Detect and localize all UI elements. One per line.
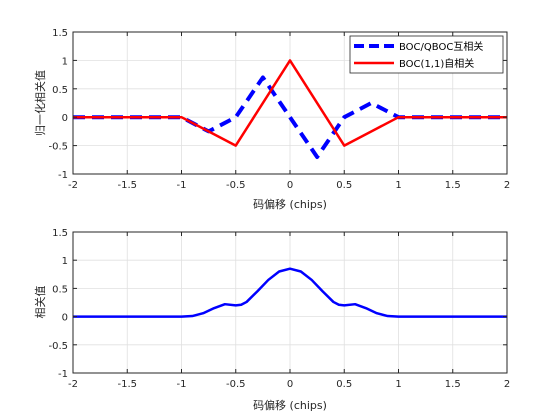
axes-top: -2 -1.5 -1 -0.5 0 0.5 1 1.5 2 -1 -0.5 0 0.5 1 1.5 码偏移 …	[33, 28, 510, 211]
y-tick-label: -1	[58, 369, 68, 380]
series-line-top-0	[73, 75, 507, 159]
series-group-top	[73, 59, 507, 159]
ticks-bottom	[72, 231, 508, 374]
y-tick-label: 1	[62, 56, 68, 67]
x-tick-label: 0	[287, 180, 293, 191]
x-tick-label: -0.5	[226, 180, 246, 191]
x-tick-label: 0.5	[336, 379, 352, 390]
legend-label-boc-qboc: BOC/QBOC互相关	[399, 40, 483, 53]
x-tick-label: -2	[68, 180, 78, 191]
y-axis-label-top: 归一化相关值	[33, 70, 47, 136]
y-tick-label: 0	[62, 313, 68, 324]
x-tick-label: -1	[177, 379, 187, 390]
x-tick-label: 1.5	[445, 180, 461, 191]
series-group-bottom	[73, 267, 507, 318]
x-tick-label: 0	[287, 379, 293, 390]
legend-label-boc11: BOC(1,1)自相关	[399, 57, 474, 70]
y-tick-label: 1.5	[52, 28, 68, 39]
x-tick-label: 1.5	[445, 379, 461, 390]
x-tick-label: -0.5	[226, 379, 246, 390]
legend: BOC/QBOC互相关 BOC(1,1)自相关	[349, 35, 504, 74]
axes-bottom: -2 -1.5 -1 -0.5 0 0.5 1 1.5 2 -1 -0.5 0 0.5 1 1.5 码偏移 …	[33, 228, 510, 412]
y-tick-label: 1.5	[52, 228, 68, 239]
x-tick-label: 1	[395, 379, 401, 390]
y-tick-label: -0.5	[48, 142, 68, 153]
y-tick-label: -0.5	[48, 341, 68, 352]
x-tick-label: 2	[504, 379, 510, 390]
x-tick-label: 1	[395, 180, 401, 191]
x-tick-label: -1.5	[117, 180, 137, 191]
x-tick-label: 0.5	[336, 180, 352, 191]
y-tick-label: 0	[62, 113, 68, 124]
series-line-bottom-0	[73, 267, 507, 318]
legend-box	[349, 35, 504, 74]
y-tick-label: 0.5	[52, 284, 68, 295]
tick-labels-top: -2 -1.5 -1 -0.5 0 0.5 1 1.5 2 -1 -0.5 0 0.5 1 1.5	[48, 28, 510, 191]
y-tick-label: -1	[58, 170, 68, 181]
x-tick-label: -1	[177, 180, 187, 191]
tick-labels-bottom: -2 -1.5 -1 -0.5 0 0.5 1 1.5 2 -1 -0.5 0 0.5 1 1.5	[48, 228, 510, 390]
x-tick-label: -1.5	[117, 379, 137, 390]
ticks-top	[72, 31, 508, 175]
x-axis-label-bottom: 码偏移 (chips)	[253, 398, 327, 412]
x-tick-label: -2	[68, 379, 78, 390]
y-tick-label: 0.5	[52, 85, 68, 96]
y-axis-label-bottom: 相关值	[33, 286, 47, 319]
x-tick-label: 2	[504, 180, 510, 191]
y-tick-label: 1	[62, 256, 68, 267]
x-axis-label-top: 码偏移 (chips)	[253, 197, 327, 211]
series-line-top-1	[73, 59, 507, 147]
